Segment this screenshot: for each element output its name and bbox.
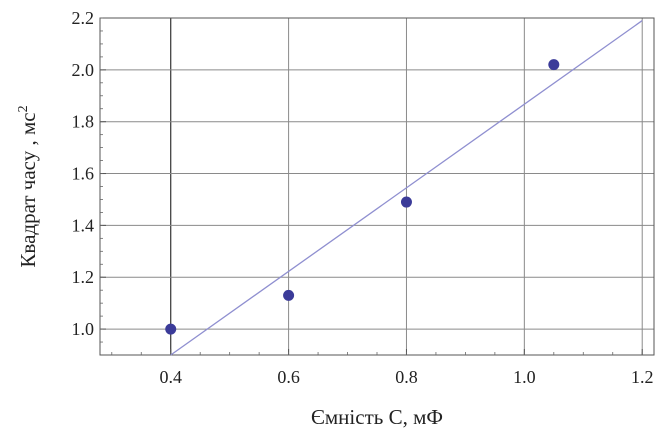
data-point xyxy=(548,59,560,71)
y-tick-label: 1.2 xyxy=(72,267,95,287)
y-tick-label: 1.0 xyxy=(72,319,95,339)
data-point xyxy=(165,323,177,335)
x-tick-label: 0.6 xyxy=(277,367,300,387)
tick-labels: 0.4 0.6 0.8 1.0 1.2 1.0 1.2 1.4 1.6 1.8 2.0 2.2 xyxy=(72,8,654,387)
ticks xyxy=(100,17,643,355)
fit-line xyxy=(170,20,643,356)
x-tick-label: 0.4 xyxy=(159,367,182,387)
x-tick-label: 0.8 xyxy=(395,367,418,387)
y-axis-title-superscript: 2 xyxy=(16,105,31,112)
x-axis-title: Ємність С, мФ xyxy=(311,405,443,429)
y-axis-title: Квадрат часу , мс2 xyxy=(16,105,40,267)
fit-line-series xyxy=(170,20,643,356)
x-tick-label: 1.2 xyxy=(631,367,654,387)
y-axis-title-text: Квадрат часу , мс xyxy=(16,112,40,267)
y-tick-label: 2.2 xyxy=(72,8,95,28)
grid xyxy=(100,17,654,355)
y-tick-label: 1.4 xyxy=(72,215,95,235)
scatter-series xyxy=(165,59,560,335)
y-tick-label: 1.8 xyxy=(72,112,95,132)
data-point xyxy=(283,289,295,301)
x-tick-label: 1.0 xyxy=(513,367,536,387)
data-point xyxy=(400,196,412,208)
plot-frame xyxy=(99,17,655,356)
y-tick-label: 2.0 xyxy=(72,60,95,80)
y-tick-label: 1.6 xyxy=(72,164,95,184)
